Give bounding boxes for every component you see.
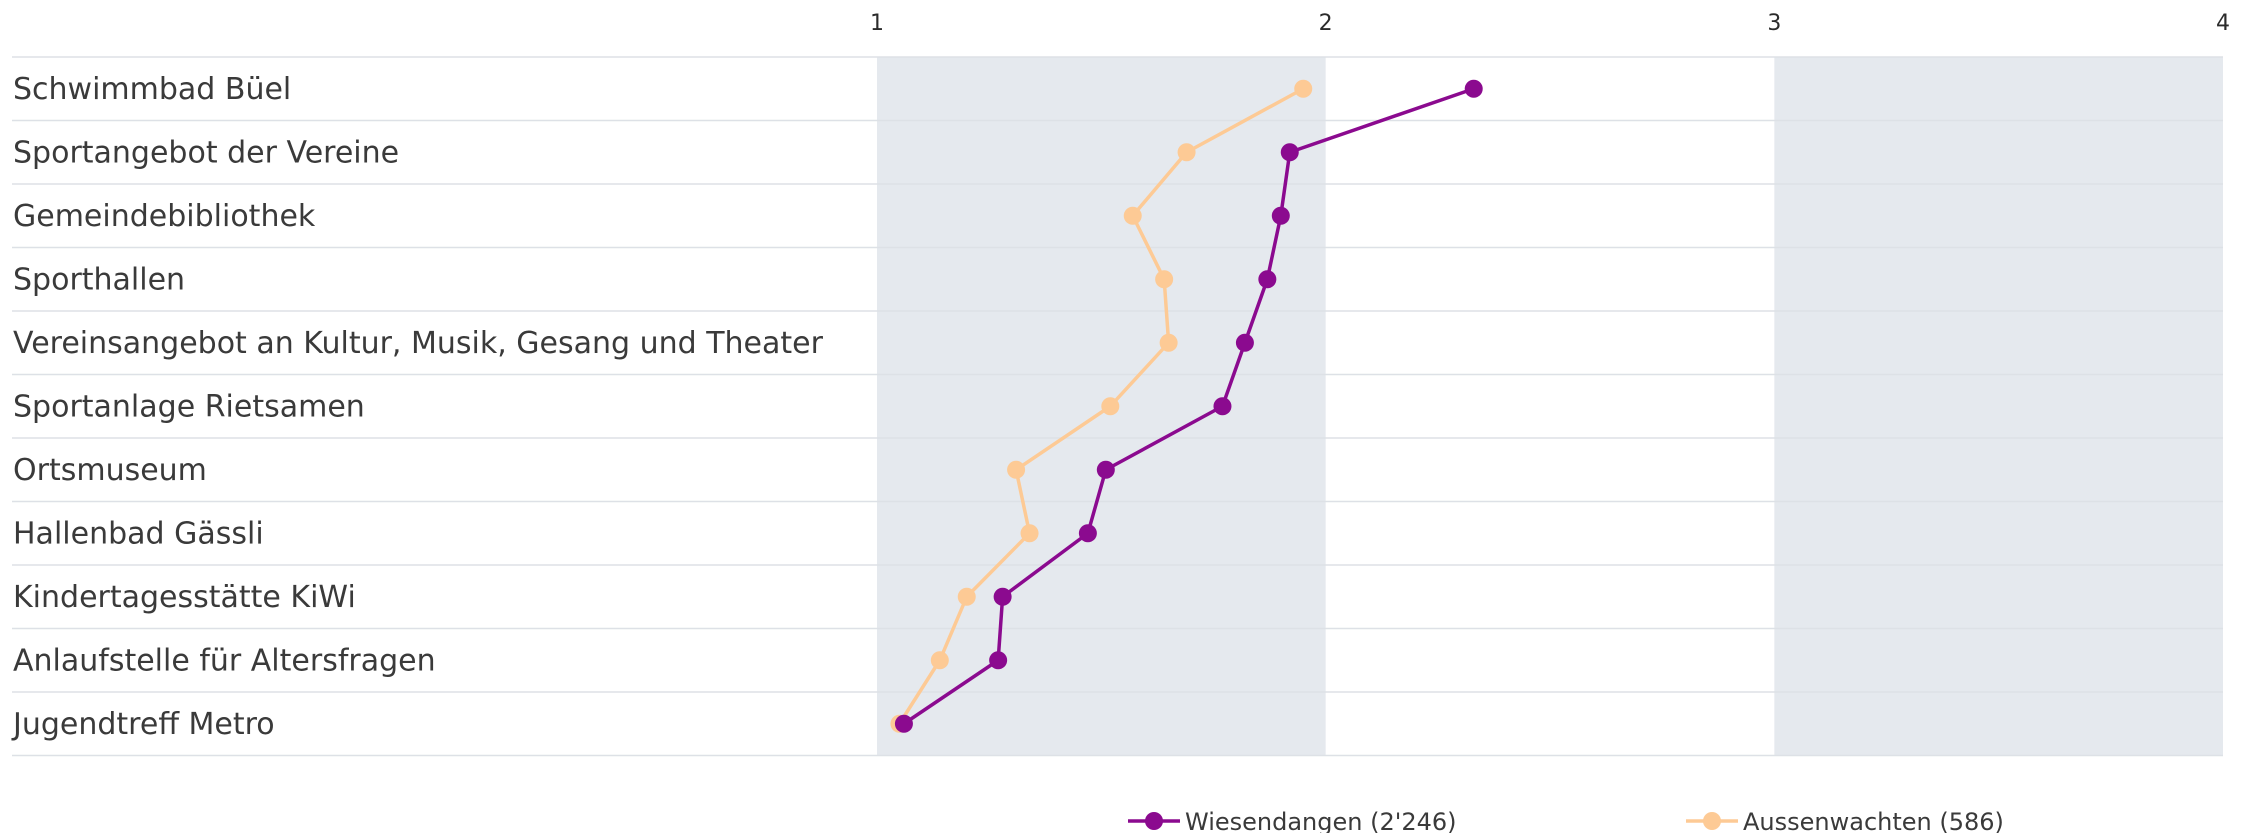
- x-tick-label: 2: [1319, 11, 1333, 36]
- x-tick-label: 4: [2216, 11, 2230, 36]
- data-point: [993, 587, 1012, 606]
- data-point: [957, 587, 976, 606]
- data-point: [1159, 333, 1178, 352]
- background-bands: [877, 57, 2223, 756]
- category-label: Hallenbad Gässli: [13, 516, 264, 551]
- category-label: Sporthallen: [13, 262, 185, 297]
- data-point: [1096, 460, 1115, 479]
- legend: Wiesendangen (2'246) Aussenwachten (586): [1128, 808, 2004, 833]
- data-point: [1271, 206, 1290, 225]
- legend-label: Aussenwachten (586): [1743, 808, 2004, 833]
- category-label: Vereinsangebot an Kultur, Musik, Gesang …: [13, 326, 824, 361]
- row-gridlines: [12, 56, 2223, 757]
- category-label: Gemeindebibliothek: [13, 199, 316, 234]
- data-point: [930, 651, 949, 670]
- data-point: [1258, 270, 1277, 289]
- category-labels: Schwimmbad Büel Sportangebot der Vereine G…: [11, 72, 824, 742]
- legend-marker: [1703, 812, 1721, 830]
- data-point: [1464, 79, 1483, 98]
- data-point: [894, 714, 913, 733]
- x-axis-ticks: 1 2 3 4: [870, 11, 2230, 36]
- data-point: [1235, 333, 1254, 352]
- data-point: [1213, 397, 1232, 416]
- data-point: [989, 651, 1008, 670]
- category-label: Kindertagesstätte KiWi: [13, 580, 356, 615]
- series-lines: [890, 79, 1483, 733]
- data-point: [1280, 143, 1299, 162]
- background-band: [1774, 57, 2223, 756]
- data-point: [1101, 397, 1120, 416]
- x-tick-label: 1: [870, 11, 884, 36]
- category-label: Schwimmbad Büel: [13, 72, 291, 107]
- category-label: Jugendtreff Metro: [11, 707, 275, 742]
- category-label: Sportangebot der Vereine: [13, 135, 399, 170]
- data-point: [1294, 79, 1313, 98]
- data-point: [1078, 524, 1097, 543]
- data-point: [1177, 143, 1196, 162]
- x-tick-label: 3: [1767, 11, 1781, 36]
- data-point: [1007, 460, 1026, 479]
- data-point: [1155, 270, 1174, 289]
- legend-marker: [1145, 812, 1163, 830]
- data-point: [1020, 524, 1039, 543]
- category-label: Sportanlage Rietsamen: [13, 389, 365, 424]
- data-point: [1123, 206, 1142, 225]
- category-label: Ortsmuseum: [13, 453, 207, 488]
- category-label: Anlaufstelle für Altersfragen: [13, 643, 436, 678]
- legend-label: Wiesendangen (2'246): [1185, 808, 1457, 833]
